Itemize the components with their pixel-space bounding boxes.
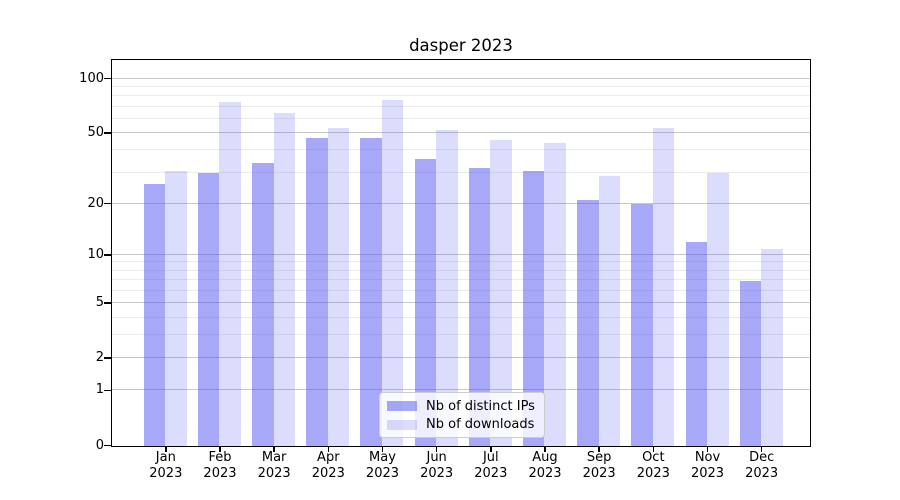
bar-distinct-ips: [143, 184, 166, 446]
x-tick-mark: [435, 446, 438, 452]
gridline-major: [112, 77, 810, 79]
gridline-minor: [112, 334, 810, 336]
legend-row-downloads: Nb of downloads: [386, 416, 538, 435]
bar-downloads: [436, 130, 458, 446]
x-tick-mark: [544, 446, 546, 452]
gridline-minor: [112, 316, 810, 318]
gridline-minor: [112, 269, 810, 271]
y-tick-mark: [104, 202, 112, 205]
bar-distinct-ips: [577, 200, 599, 446]
x-tick-mark: [652, 446, 655, 452]
y-tick-label: 10: [87, 246, 104, 262]
plot-area: [111, 59, 811, 447]
gridline-minor: [112, 117, 810, 119]
bar-distinct-ips: [685, 242, 707, 446]
x-tick-label: Feb 2023: [203, 450, 237, 481]
x-tick-mark: [327, 446, 330, 452]
bar-downloads: [273, 113, 296, 446]
x-tick-label: Nov 2023: [690, 450, 725, 481]
gridline-major: [112, 202, 810, 204]
bar-downloads: [544, 143, 566, 446]
gridline-major: [112, 389, 810, 391]
y-tick-label: 0: [95, 437, 104, 453]
legend-swatch-downloads: [387, 419, 417, 430]
y-tick-mark: [104, 254, 112, 256]
bar-downloads: [490, 140, 512, 446]
y-tick-mark: [104, 302, 112, 304]
x-tick-label: Sep 2023: [582, 450, 616, 481]
x-tick-label: Apr 2023: [311, 450, 345, 481]
x-tick-label: Aug 2023: [528, 450, 562, 481]
y-tick-label: 100: [79, 70, 104, 86]
legend-label-distinct-ips: Nb of distinct IPs: [426, 398, 535, 414]
x-tick-mark: [219, 446, 221, 452]
gridline-major: [112, 253, 810, 255]
x-tick-label: Jul 2023: [474, 450, 508, 481]
y-tick-mark: [104, 132, 112, 134]
gridline-minor: [112, 279, 810, 281]
y-tick-mark: [104, 389, 112, 392]
bar-downloads: [219, 101, 241, 446]
legend-label-downloads: Nb of downloads: [426, 417, 535, 433]
bar-downloads: [652, 127, 675, 446]
chart-title: dasper 2023: [409, 36, 513, 55]
bar-distinct-ips: [252, 163, 274, 446]
gridline-minor: [112, 95, 810, 97]
bar-downloads: [327, 127, 350, 446]
gridline-major: [112, 302, 810, 304]
x-tick-label: Jun 2023: [420, 450, 454, 481]
gridline-major: [112, 357, 810, 359]
legend-row-distinct-ips: Nb of distinct IPs: [386, 397, 538, 416]
y-tick-label: 1: [95, 382, 104, 398]
x-tick-mark: [598, 446, 600, 452]
x-tick-mark: [273, 446, 275, 452]
y-tick-label: 50: [87, 125, 104, 140]
x-tick-label: Mar 2023: [257, 450, 291, 481]
gridline-major: [112, 132, 810, 133]
bar-distinct-ips: [522, 170, 545, 446]
x-tick-mark: [706, 446, 709, 452]
x-tick-mark: [760, 446, 763, 452]
bar-distinct-ips: [739, 280, 762, 446]
legend-swatch-distinct-ips: [387, 401, 417, 412]
x-tick-mark: [381, 446, 384, 452]
bar-distinct-ips: [631, 204, 653, 446]
x-tick-label: Oct 2023: [636, 450, 670, 481]
y-tick-label: 2: [95, 350, 104, 366]
gridline-minor: [112, 289, 810, 291]
gridline-minor: [112, 171, 810, 173]
gridline-minor: [112, 85, 810, 87]
y-tick-mark: [104, 444, 112, 447]
x-tick-label: Jan 2023: [149, 450, 183, 481]
y-tick-label: 20: [87, 195, 104, 211]
x-tick-mark: [165, 446, 167, 452]
gridline-minor: [112, 261, 810, 263]
bar-downloads: [598, 175, 621, 446]
bar-downloads: [381, 99, 404, 446]
gridline-minor: [112, 105, 810, 107]
y-tick-label: 5: [95, 295, 104, 311]
y-tick-mark: [104, 77, 112, 80]
x-tick-mark: [490, 446, 492, 452]
bar-downloads: [761, 248, 783, 446]
bar-downloads: [165, 170, 187, 446]
bar-distinct-ips: [306, 138, 328, 446]
gridline-minor: [112, 149, 810, 151]
bar-distinct-ips: [414, 159, 437, 446]
bar-distinct-ips: [360, 138, 382, 446]
x-tick-label: Dec 2023: [745, 450, 779, 481]
bar-distinct-ips: [468, 168, 491, 446]
legend: Nb of distinct IPs Nb of downloads: [379, 392, 545, 438]
bar-downloads: [707, 173, 729, 446]
bar-distinct-ips: [197, 173, 220, 446]
x-tick-label: May 2023: [365, 450, 400, 481]
y-tick-mark: [104, 357, 112, 359]
